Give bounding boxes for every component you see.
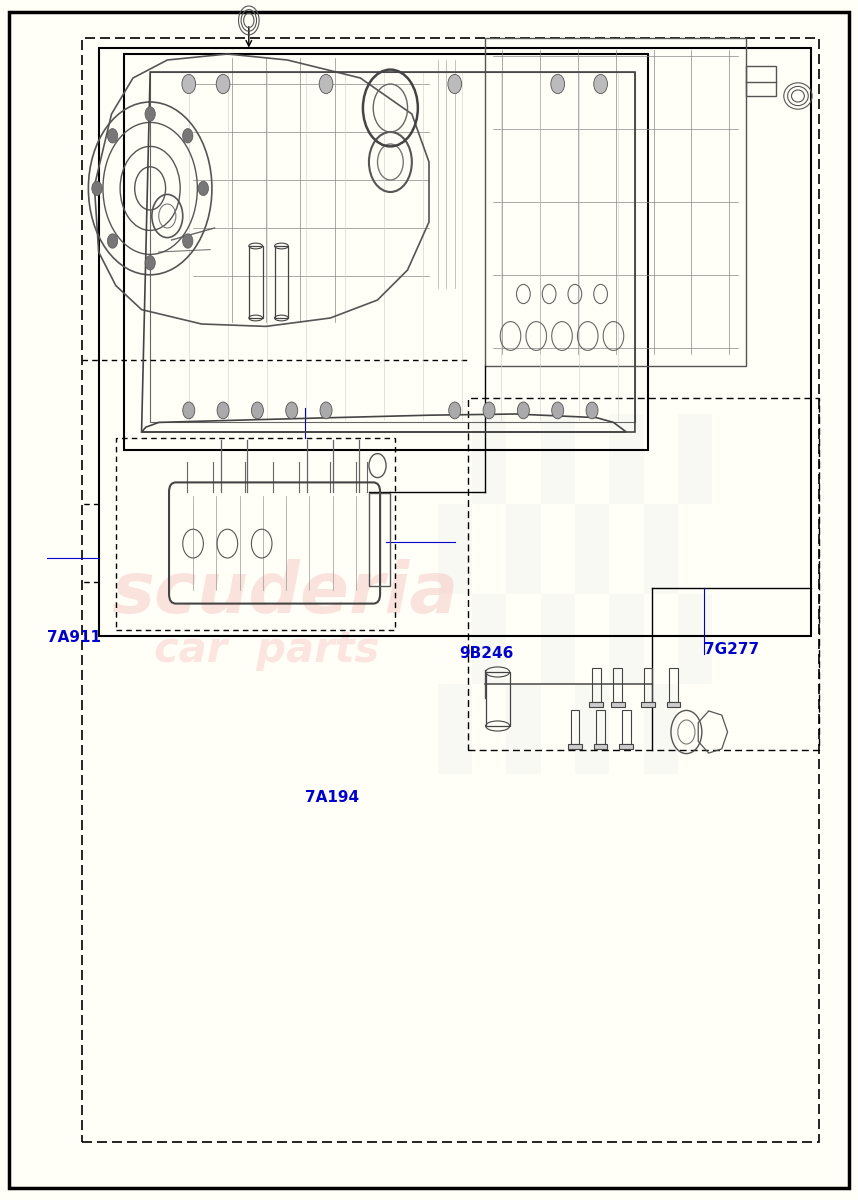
- Circle shape: [448, 74, 462, 94]
- Text: car  parts: car parts: [154, 629, 380, 671]
- Circle shape: [251, 402, 263, 419]
- Text: 9B246: 9B246: [459, 646, 513, 660]
- Bar: [249, 246, 263, 318]
- Circle shape: [145, 256, 155, 270]
- Circle shape: [107, 128, 118, 143]
- Circle shape: [586, 402, 598, 419]
- Bar: [609, 594, 644, 684]
- Circle shape: [319, 74, 333, 94]
- Bar: [592, 668, 601, 702]
- Bar: [644, 668, 652, 702]
- Circle shape: [198, 181, 208, 196]
- Bar: [619, 744, 633, 749]
- Bar: [678, 594, 712, 684]
- Bar: [669, 668, 678, 702]
- Bar: [622, 710, 631, 744]
- Bar: [644, 504, 678, 594]
- Bar: [438, 684, 472, 774]
- Circle shape: [183, 128, 193, 143]
- Bar: [541, 414, 575, 504]
- Circle shape: [517, 402, 529, 419]
- Bar: [275, 246, 288, 318]
- Bar: [506, 684, 541, 774]
- Bar: [594, 744, 607, 749]
- Text: 7A194: 7A194: [305, 790, 359, 804]
- Circle shape: [183, 402, 195, 419]
- Bar: [571, 710, 579, 744]
- Circle shape: [449, 402, 461, 419]
- Circle shape: [216, 74, 230, 94]
- Bar: [486, 672, 510, 726]
- Circle shape: [483, 402, 495, 419]
- Text: scuderia: scuderia: [112, 559, 459, 629]
- Circle shape: [92, 181, 102, 196]
- Bar: [596, 710, 605, 744]
- Circle shape: [145, 107, 155, 121]
- Bar: [609, 414, 644, 504]
- Bar: [613, 668, 622, 702]
- Bar: [678, 414, 712, 504]
- Bar: [541, 594, 575, 684]
- Bar: [472, 414, 506, 504]
- Bar: [667, 702, 680, 707]
- Text: 7A911: 7A911: [47, 630, 101, 646]
- Circle shape: [320, 402, 332, 419]
- Bar: [575, 504, 609, 594]
- Circle shape: [182, 74, 196, 94]
- Bar: [589, 702, 603, 707]
- Circle shape: [107, 234, 118, 248]
- Bar: [506, 504, 541, 594]
- Circle shape: [594, 74, 607, 94]
- Circle shape: [551, 74, 565, 94]
- Bar: [438, 504, 472, 594]
- Bar: [472, 594, 506, 684]
- Bar: [641, 702, 655, 707]
- Bar: [644, 684, 678, 774]
- Circle shape: [183, 234, 193, 248]
- Bar: [611, 702, 625, 707]
- Circle shape: [552, 402, 564, 419]
- Bar: [568, 744, 582, 749]
- Bar: [369, 493, 390, 586]
- Bar: [575, 684, 609, 774]
- Circle shape: [286, 402, 298, 419]
- Text: 7G277: 7G277: [704, 642, 758, 658]
- Circle shape: [217, 402, 229, 419]
